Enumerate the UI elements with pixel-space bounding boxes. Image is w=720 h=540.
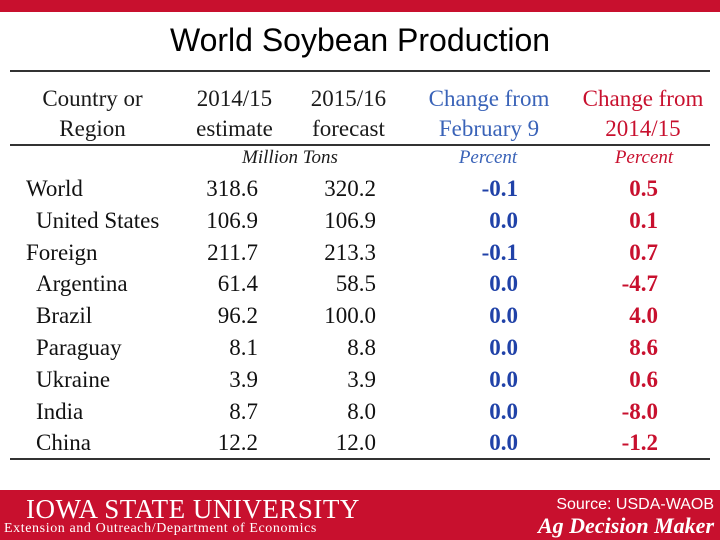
row-estimate-value: 96.2 — [217, 303, 258, 329]
university-wordmark: IOWA STATE UNIVERSITY — [26, 494, 360, 524]
table-row: Foreign 211.7 213.3 -0.1 0.7 — [0, 237, 720, 269]
row-change-prev-value: 0.1 — [629, 207, 658, 233]
row-region-name: Brazil — [36, 303, 93, 329]
row-change-prev-value: 8.6 — [629, 335, 658, 360]
row-forecast-value: 8.0 — [347, 398, 376, 424]
row-change-feb-value: 0.0 — [489, 335, 518, 360]
department-line: Extension and Outreach/Department of Eco… — [4, 521, 317, 536]
table-top-rule — [10, 70, 710, 72]
row-region-name: China — [36, 430, 91, 456]
row-region-name: Ukraine — [36, 366, 111, 392]
table-row: World 318.6 320.2 -0.1 0.5 — [0, 173, 720, 205]
row-change-prev-value: 0.5 — [629, 176, 658, 201]
row-forecast-value: 12.0 — [335, 430, 376, 456]
header-change-prev-line1: Change from — [582, 86, 704, 111]
table-row: Brazil 96.2 100.0 0.0 4.0 — [0, 300, 720, 332]
row-change-prev-value: -8.0 — [621, 398, 658, 424]
header-estimate: 2014/15 estimate — [182, 84, 287, 144]
table-header-rule — [10, 144, 710, 146]
row-change-feb-value: 0.0 — [489, 398, 518, 424]
table-row: China 12.2 12.0 0.0 -1.2 — [0, 427, 720, 459]
row-change-feb-value: -0.1 — [481, 176, 518, 201]
row-region-name: Foreign — [26, 239, 98, 265]
row-change-feb-value: 0.0 — [489, 430, 518, 456]
row-estimate-value: 8.1 — [229, 335, 258, 360]
row-region-name: Argentina — [36, 271, 128, 297]
header-country: Country or Region — [20, 84, 165, 144]
row-forecast-value: 213.3 — [324, 239, 376, 265]
header-change-prev: Change from 2014/15 — [568, 84, 718, 144]
row-change-feb-value: 0.0 — [489, 366, 518, 392]
row-forecast-value: 106.9 — [324, 207, 376, 233]
table-row: Argentina 61.4 58.5 0.0 -4.7 — [0, 268, 720, 300]
row-region-name: India — [36, 398, 84, 424]
row-change-prev-value: 0.6 — [629, 366, 658, 392]
unit-percent-prev: Percent — [614, 147, 674, 168]
slide-title: World Soybean Production — [169, 22, 551, 58]
row-estimate-value: 3.9 — [229, 366, 258, 392]
row-change-feb-value: 0.0 — [489, 207, 518, 233]
table-bottom-rule — [10, 458, 710, 460]
row-estimate-value: 12.2 — [217, 430, 258, 456]
row-estimate-value: 318.6 — [206, 176, 258, 201]
top-accent-bar — [0, 0, 720, 12]
header-forecast-line1: 2015/16 — [310, 86, 387, 111]
table-row: Paraguay 8.1 8.8 0.0 8.6 — [0, 332, 720, 364]
row-forecast-value: 100.0 — [324, 303, 376, 329]
table-row: Ukraine 3.9 3.9 0.0 0.6 — [0, 364, 720, 396]
footer-bar — [0, 490, 720, 540]
row-estimate-value: 211.7 — [207, 239, 258, 265]
row-change-prev-value: -4.7 — [621, 271, 658, 297]
unit-million-tons: Million Tons — [242, 147, 338, 168]
row-forecast-value: 58.5 — [335, 271, 376, 297]
table-row: United States 106.9 106.9 0.0 0.1 — [0, 205, 720, 237]
row-forecast-value: 8.8 — [347, 335, 376, 360]
row-region-name: United States — [36, 207, 160, 233]
header-forecast: 2015/16 forecast — [296, 84, 401, 144]
row-change-prev-value: 4.0 — [629, 303, 658, 329]
table-row: India 8.7 8.0 0.0 -8.0 — [0, 396, 720, 428]
row-forecast-value: 3.9 — [347, 366, 376, 392]
row-estimate-value: 106.9 — [206, 207, 258, 233]
header-country-line2: Region — [59, 116, 126, 141]
header-country-line1: Country or — [42, 86, 143, 111]
source-note: Source: USDA-WAOB — [556, 496, 714, 513]
row-change-feb-value: 0.0 — [489, 303, 518, 329]
header-change-feb-line2: February 9 — [438, 116, 540, 141]
row-change-prev-value: 0.7 — [629, 239, 658, 265]
row-region-name: Paraguay — [36, 335, 122, 360]
header-change-feb-line1: Change from — [428, 86, 550, 111]
header-forecast-line2: forecast — [312, 116, 385, 141]
row-estimate-value: 8.7 — [229, 398, 258, 424]
ag-decision-maker-brand: Ag Decision Maker — [538, 513, 714, 538]
header-estimate-line1: 2014/15 — [196, 86, 273, 111]
row-forecast-value: 320.2 — [324, 176, 376, 201]
row-change-prev-value: -1.2 — [621, 430, 658, 456]
row-region-name: World — [26, 176, 83, 201]
row-change-feb-value: 0.0 — [489, 271, 518, 297]
header-estimate-line2: estimate — [196, 116, 273, 141]
unit-percent-feb: Percent — [458, 147, 518, 168]
row-estimate-value: 61.4 — [217, 271, 258, 297]
row-change-feb-value: -0.1 — [481, 239, 518, 265]
header-change-feb: Change from February 9 — [414, 84, 564, 144]
header-change-prev-line2: 2014/15 — [605, 116, 681, 141]
